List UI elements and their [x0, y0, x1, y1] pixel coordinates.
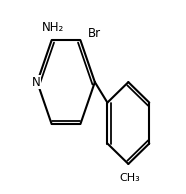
- Text: NH₂: NH₂: [42, 21, 65, 34]
- Text: N: N: [32, 76, 41, 89]
- Text: Br: Br: [88, 27, 101, 40]
- Text: CH₃: CH₃: [120, 173, 141, 183]
